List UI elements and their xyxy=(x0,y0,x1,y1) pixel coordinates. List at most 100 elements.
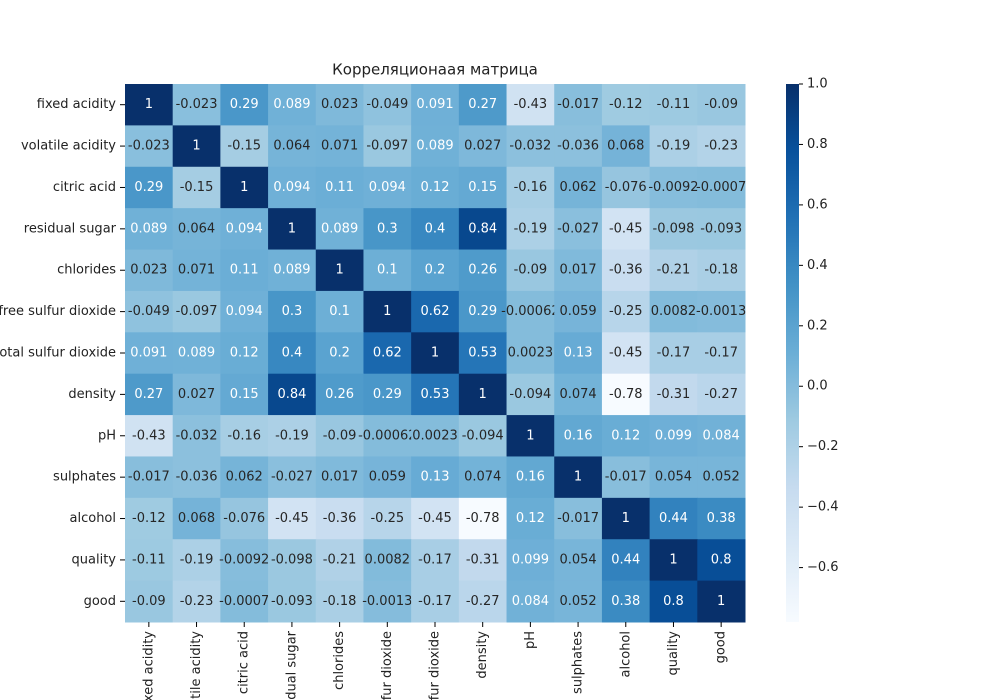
cell-label: 0.0082 xyxy=(651,304,697,319)
heatmap-cell xyxy=(458,249,508,292)
heatmap-cell xyxy=(125,580,174,623)
y-tick-label: quality xyxy=(72,552,117,567)
cell-label: -0.16 xyxy=(227,428,261,443)
heatmap-cell xyxy=(458,415,508,457)
cell-label: 0.023 xyxy=(130,263,167,278)
heatmap-cell xyxy=(315,332,364,375)
cell-label: -0.098 xyxy=(653,221,695,236)
cell-label: -0.093 xyxy=(271,594,313,609)
heatmap-cell xyxy=(554,125,603,168)
cell-label: -0.36 xyxy=(609,263,643,278)
cell-label: -0.11 xyxy=(132,552,166,567)
heatmap-cell xyxy=(506,497,555,540)
cell-label: 0.017 xyxy=(559,263,596,278)
heatmap-cell xyxy=(315,373,364,416)
cell-label: 0.062 xyxy=(559,180,596,195)
cell-label: 0.094 xyxy=(226,221,263,236)
heatmap-cell xyxy=(458,125,508,168)
heatmap-cell xyxy=(601,208,651,251)
heatmap-cell xyxy=(601,373,651,416)
cell-label: -0.45 xyxy=(609,346,643,361)
heatmap-cell xyxy=(268,497,317,540)
cell-label: -0.00062 xyxy=(358,428,416,443)
cell-label: -0.18 xyxy=(704,263,738,278)
cell-label: -0.098 xyxy=(271,552,313,567)
heatmap-cell xyxy=(697,290,746,333)
colorbar-tick-label: 0.2 xyxy=(807,318,828,333)
cell-label: 0.38 xyxy=(611,594,640,609)
heatmap-cell xyxy=(268,249,317,292)
heatmap-cell xyxy=(268,84,317,126)
cell-label: -0.097 xyxy=(176,304,218,319)
heatmap-cell xyxy=(649,208,698,251)
cell-label: 0.089 xyxy=(273,97,310,112)
heatmap-cell xyxy=(220,125,269,168)
heatmap-cell xyxy=(411,415,460,457)
cell-label: 0.16 xyxy=(516,470,545,485)
heatmap-cell xyxy=(554,539,603,582)
cell-label: 0.052 xyxy=(559,594,596,609)
cell-label: 1 xyxy=(479,387,487,402)
colorbar-tick-label: 0.8 xyxy=(807,137,828,152)
heatmap-cell xyxy=(601,249,651,292)
heatmap-cell xyxy=(315,208,364,251)
cell-label: -0.094 xyxy=(462,428,504,443)
heatmap-cell xyxy=(601,497,651,540)
heatmap-cell xyxy=(172,208,221,251)
heatmap-cell xyxy=(363,208,412,251)
x-tick-label: volatile acidity xyxy=(189,631,204,700)
heatmap-cell xyxy=(315,84,364,126)
cell-label: -0.0092 xyxy=(648,180,698,195)
cell-label: 0.12 xyxy=(611,428,640,443)
cell-label: -0.16 xyxy=(514,180,548,195)
heatmap-cell xyxy=(601,580,651,623)
heatmap-cell xyxy=(649,415,698,457)
cell-label: -0.17 xyxy=(657,346,691,361)
heatmap-cell xyxy=(649,580,698,623)
cell-label: 1 xyxy=(574,470,582,485)
heatmap-cell xyxy=(125,332,174,375)
cell-label: 0.099 xyxy=(655,428,692,443)
heatmap-cell xyxy=(601,290,651,333)
cell-label: 0.84 xyxy=(468,221,497,236)
heatmap-cell xyxy=(172,125,221,168)
cell-label: 0.12 xyxy=(230,346,259,361)
cell-label: 1 xyxy=(526,428,534,443)
cell-label: -0.032 xyxy=(509,139,551,154)
heatmap-cell xyxy=(506,84,555,126)
cell-label: -0.0013 xyxy=(362,594,412,609)
heatmap-cell xyxy=(458,166,508,209)
cell-label: 0.44 xyxy=(659,511,688,526)
heatmap-cell xyxy=(554,497,603,540)
colorbar-tick-label: −0.4 xyxy=(807,500,839,515)
heatmap-cell xyxy=(125,456,174,499)
x-tick-label: good xyxy=(714,631,729,663)
cell-label: 0.094 xyxy=(369,180,406,195)
cell-label: -0.17 xyxy=(418,594,452,609)
heatmap-cell xyxy=(268,580,317,623)
cell-label: -0.032 xyxy=(176,428,218,443)
heatmap-cell xyxy=(601,125,651,168)
heatmap-cell xyxy=(315,497,364,540)
heatmap-cell xyxy=(125,290,174,333)
y-tick-label: good xyxy=(84,594,116,609)
cell-label: -0.097 xyxy=(366,139,408,154)
heatmap-cell xyxy=(363,497,412,540)
heatmap-cell xyxy=(649,125,698,168)
y-tick-label: sulphates xyxy=(53,470,116,485)
cell-label: 0.089 xyxy=(416,139,453,154)
cell-label: -0.00062 xyxy=(501,304,559,319)
heatmap-cell xyxy=(220,166,269,209)
cell-label: -0.27 xyxy=(466,594,500,609)
cell-label: 0.027 xyxy=(464,139,501,154)
heatmap-cell xyxy=(411,166,460,209)
cell-label: -0.09 xyxy=(514,263,548,278)
heatmap-cell xyxy=(220,580,269,623)
heatmap-cell xyxy=(315,125,364,168)
colorbar-tick-label: −0.6 xyxy=(807,560,839,575)
y-tick-label: volatile acidity xyxy=(21,139,116,154)
cell-label: 0.53 xyxy=(421,387,450,402)
cell-label: -0.023 xyxy=(128,139,170,154)
heatmap-cell xyxy=(363,415,412,457)
cell-label: -0.017 xyxy=(557,511,599,526)
